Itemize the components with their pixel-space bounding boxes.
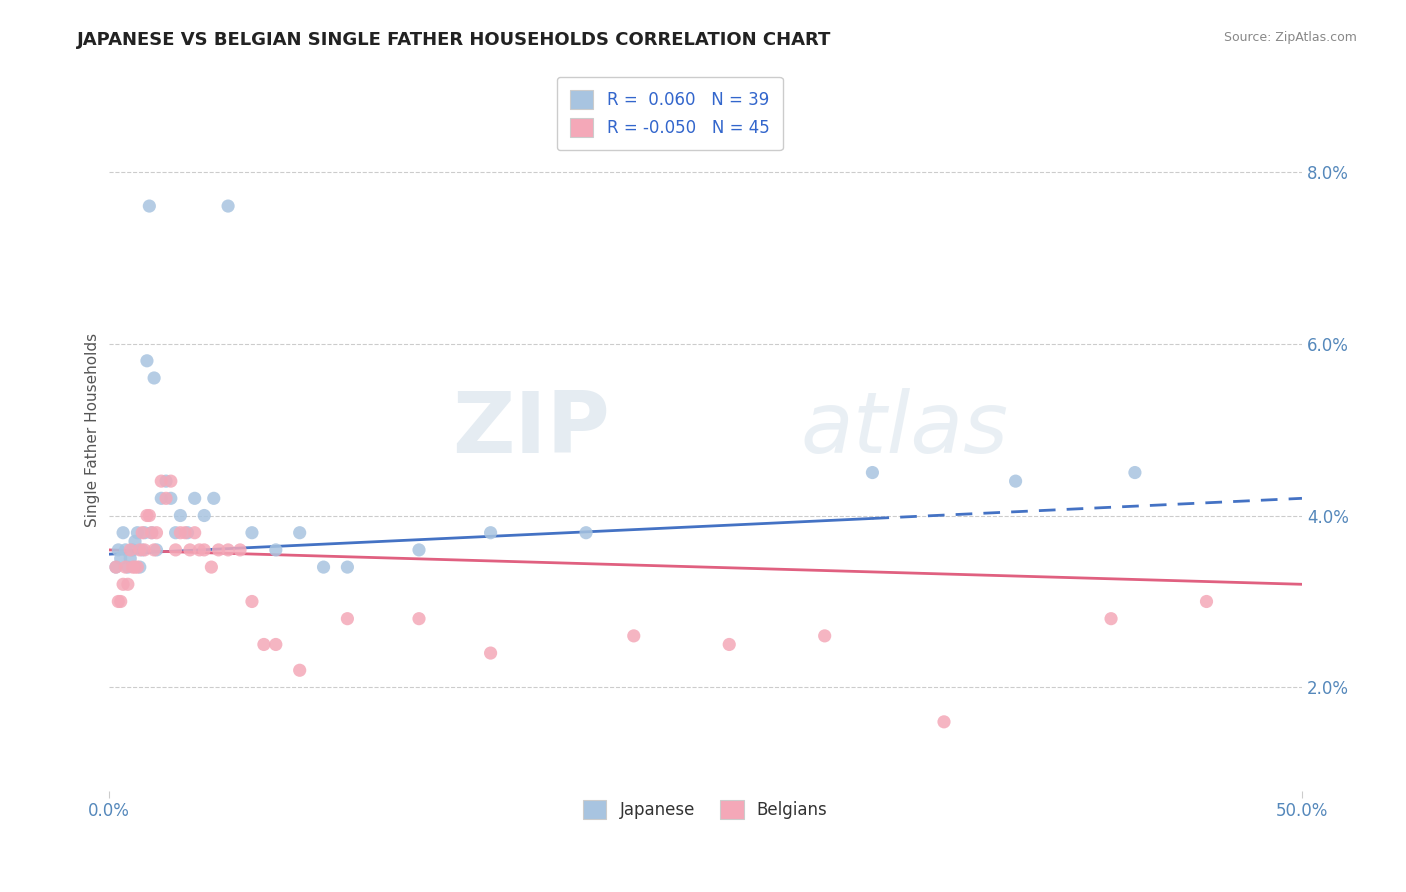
Point — [718, 637, 741, 651]
Point — [150, 474, 173, 488]
Point — [408, 612, 430, 626]
Point — [288, 525, 311, 540]
Point — [159, 491, 181, 506]
Point — [169, 508, 191, 523]
Text: atlas: atlas — [801, 388, 1010, 471]
Point — [143, 542, 166, 557]
Point — [1123, 466, 1146, 480]
Point — [179, 542, 201, 557]
Point — [165, 542, 187, 557]
Point — [312, 560, 335, 574]
Point — [110, 551, 132, 566]
Point — [117, 577, 139, 591]
Legend: Japanese, Belgians: Japanese, Belgians — [576, 793, 834, 826]
Point — [121, 560, 143, 574]
Point — [264, 542, 287, 557]
Point — [188, 542, 211, 557]
Point — [138, 508, 160, 523]
Point — [134, 542, 156, 557]
Point — [169, 525, 191, 540]
Point — [159, 474, 181, 488]
Point — [814, 629, 837, 643]
Point — [193, 508, 215, 523]
Point — [143, 371, 166, 385]
Point — [124, 534, 146, 549]
Point — [336, 612, 359, 626]
Point — [200, 560, 222, 574]
Point — [207, 542, 229, 557]
Point — [114, 542, 136, 557]
Point — [229, 542, 252, 557]
Point — [176, 525, 198, 540]
Point — [120, 551, 142, 566]
Point — [1099, 612, 1122, 626]
Point — [136, 508, 159, 523]
Point — [112, 577, 135, 591]
Text: JAPANESE VS BELGIAN SINGLE FATHER HOUSEHOLDS CORRELATION CHART: JAPANESE VS BELGIAN SINGLE FATHER HOUSEH… — [77, 31, 832, 49]
Point — [145, 525, 167, 540]
Point — [114, 560, 136, 574]
Point — [150, 491, 173, 506]
Point — [264, 637, 287, 651]
Point — [138, 199, 160, 213]
Point — [240, 525, 263, 540]
Text: ZIP: ZIP — [453, 388, 610, 471]
Y-axis label: Single Father Households: Single Father Households — [86, 333, 100, 526]
Point — [479, 525, 502, 540]
Point — [217, 542, 239, 557]
Point — [112, 525, 135, 540]
Point — [1195, 594, 1218, 608]
Point — [336, 560, 359, 574]
Point — [860, 466, 883, 480]
Point — [107, 594, 129, 608]
Point — [202, 491, 225, 506]
Point — [155, 474, 177, 488]
Point — [623, 629, 645, 643]
Point — [104, 560, 127, 574]
Point — [128, 560, 150, 574]
Point — [575, 525, 598, 540]
Point — [131, 525, 153, 540]
Point — [141, 525, 163, 540]
Point — [104, 560, 127, 574]
Point — [253, 637, 276, 651]
Point — [165, 525, 187, 540]
Point — [117, 560, 139, 574]
Point — [240, 594, 263, 608]
Point — [932, 714, 955, 729]
Point — [217, 199, 239, 213]
Point — [155, 491, 177, 506]
Point — [127, 560, 149, 574]
Point — [145, 542, 167, 557]
Point — [183, 491, 205, 506]
Point — [136, 353, 159, 368]
Point — [479, 646, 502, 660]
Point — [141, 525, 163, 540]
Point — [193, 542, 215, 557]
Point — [127, 525, 149, 540]
Point — [183, 525, 205, 540]
Point — [110, 594, 132, 608]
Point — [121, 542, 143, 557]
Point — [174, 525, 197, 540]
Text: Source: ZipAtlas.com: Source: ZipAtlas.com — [1223, 31, 1357, 45]
Point — [288, 663, 311, 677]
Point — [120, 542, 142, 557]
Point — [124, 560, 146, 574]
Point — [408, 542, 430, 557]
Point — [134, 525, 156, 540]
Point — [131, 542, 153, 557]
Point — [107, 542, 129, 557]
Point — [1004, 474, 1026, 488]
Point — [128, 542, 150, 557]
